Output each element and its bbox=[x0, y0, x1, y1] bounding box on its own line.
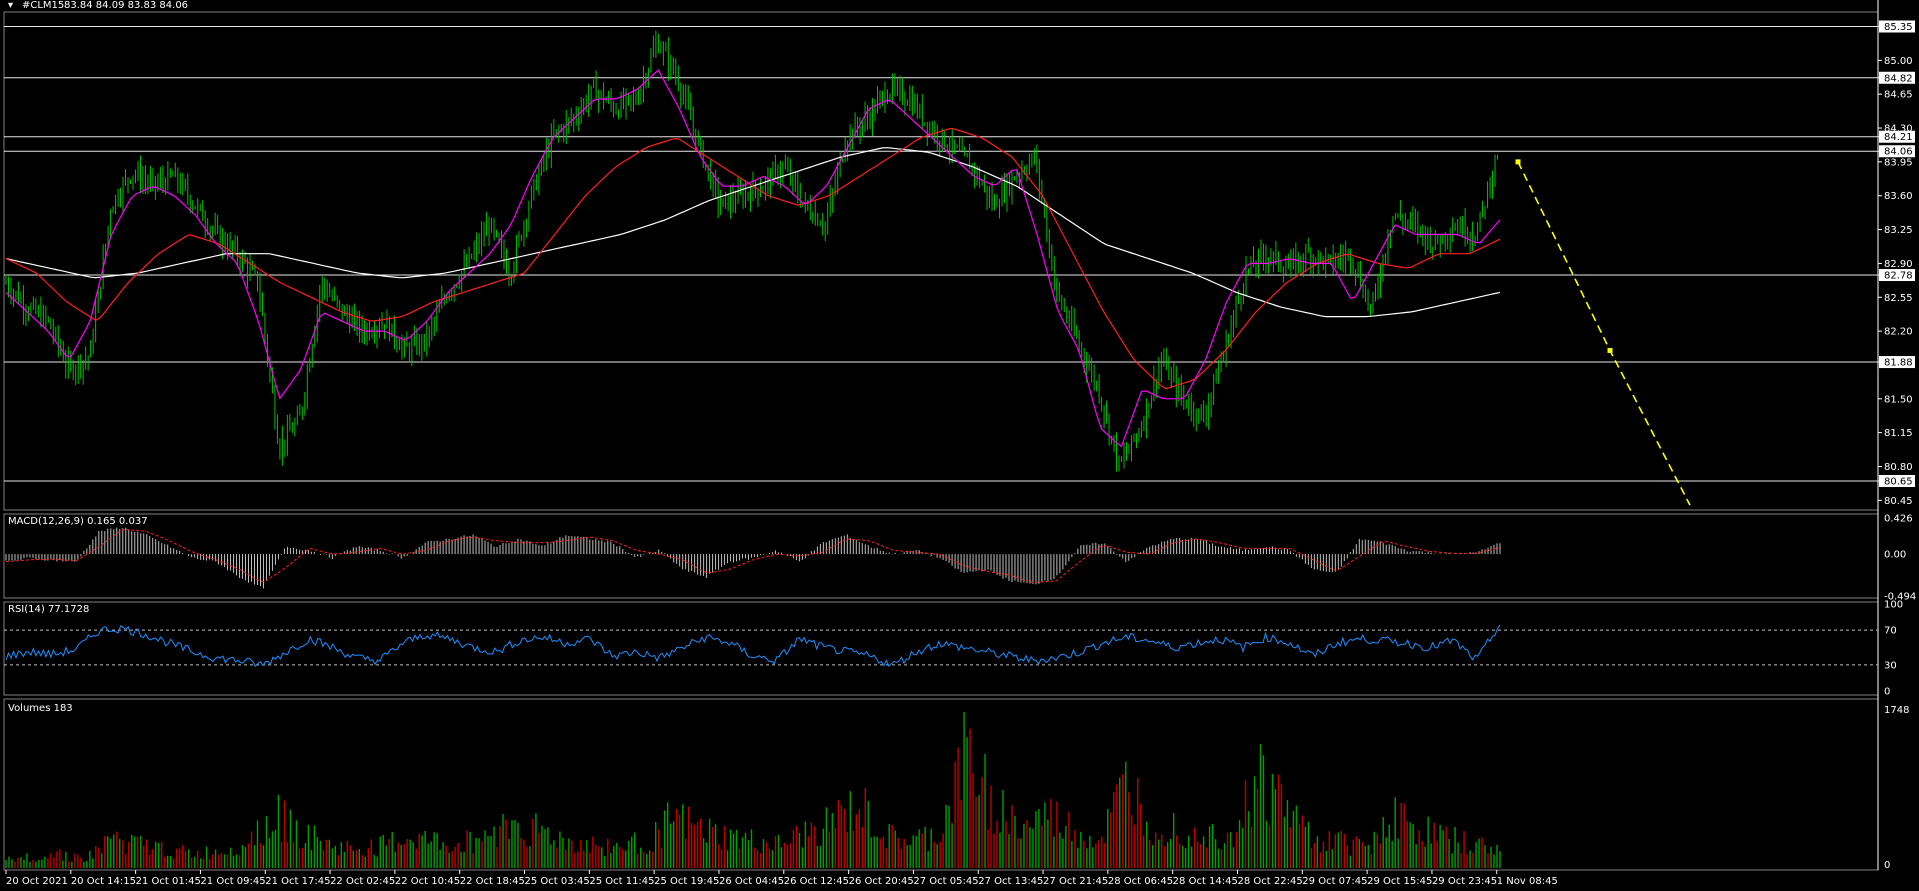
time-axis: 20 Oct 2021 20 Oct 14:15 21 Oct 01:45 21 Oc… bbox=[5, 870, 1558, 887]
rsi-tick-label-3: 0 bbox=[1884, 687, 1890, 698]
volume-tick-label-0: 1748 bbox=[1884, 705, 1909, 716]
price-tick-label-7: 83.95 bbox=[1884, 157, 1913, 168]
projection-line[interactable] bbox=[1515, 159, 1691, 506]
price-tick-label-15: 81.50 bbox=[1884, 394, 1913, 405]
rsi-tick-label-2: 30 bbox=[1884, 660, 1897, 671]
price-tick-label-4: 84.30 bbox=[1884, 124, 1913, 135]
time-tick-label-13: 26 Oct 20:45 bbox=[849, 876, 914, 887]
price-tick-label-5: 84.21 bbox=[1884, 132, 1913, 143]
time-tick-label-11: 26 Oct 04:45 bbox=[719, 876, 784, 887]
time-tick-label-20: 29 Oct 07:45 bbox=[1302, 876, 1367, 887]
time-tick-label-14: 27 Oct 05:45 bbox=[913, 876, 978, 887]
price-tick-label-13: 82.20 bbox=[1884, 327, 1913, 338]
time-tick-label-10: 25 Oct 19:45 bbox=[654, 876, 719, 887]
price-tick-label-0: 85.35 bbox=[1884, 22, 1913, 33]
macd-tick-label-1: 0.00 bbox=[1884, 550, 1906, 561]
time-tick-label-9: 25 Oct 11:45 bbox=[589, 876, 654, 887]
rsi-line bbox=[5, 624, 1501, 668]
time-tick-label-2: 21 Oct 01:45 bbox=[136, 876, 201, 887]
time-tick-label-3: 21 Oct 09:45 bbox=[200, 876, 265, 887]
price-tick-label-19: 80.45 bbox=[1884, 496, 1913, 507]
price-tick-label-1: 85.00 bbox=[1884, 56, 1913, 67]
price-label-box-6 bbox=[1879, 145, 1915, 158]
macd-axis: 0.426 0.00 -0.494 bbox=[1884, 514, 1916, 603]
time-tick-label-1: 20 Oct 14:15 bbox=[71, 876, 136, 887]
time-tick-label-15: 27 Oct 13:45 bbox=[978, 876, 1043, 887]
price-tick-label-9: 83.25 bbox=[1884, 225, 1913, 236]
ma-fast-line bbox=[5, 69, 1501, 448]
projection-point-0[interactable] bbox=[1515, 159, 1521, 165]
rsi-title: RSI(14) 77.1728 bbox=[8, 604, 89, 615]
time-tick-label-12: 26 Oct 12:45 bbox=[784, 876, 849, 887]
chart-symbol: #CLM15 bbox=[22, 0, 64, 11]
price-label-box-11 bbox=[1879, 269, 1915, 282]
price-tick-label-3: 84.65 bbox=[1884, 90, 1913, 101]
price-label-box-2 bbox=[1879, 71, 1915, 84]
projection-point-1[interactable] bbox=[1607, 347, 1613, 353]
horizontal-levels[interactable] bbox=[4, 26, 1878, 482]
price-tick-label-2: 84.82 bbox=[1884, 73, 1913, 84]
price-tick-label-11: 82.78 bbox=[1884, 271, 1913, 282]
time-tick-label-4: 21 Oct 17:45 bbox=[265, 876, 330, 887]
chart-header-triangle-icon[interactable]: ▾ bbox=[8, 0, 13, 11]
macd-signal-line bbox=[5, 528, 1501, 583]
price-tick-label-6: 84.06 bbox=[1884, 147, 1913, 158]
macd-tick-label-2: -0.494 bbox=[1884, 592, 1916, 603]
time-tick-label-18: 28 Oct 14:45 bbox=[1173, 876, 1238, 887]
price-tick-label-17: 80.80 bbox=[1884, 462, 1913, 473]
rsi-tick-label-0: 100 bbox=[1884, 600, 1903, 611]
macd-tick-label-0: 0.426 bbox=[1884, 514, 1913, 525]
price-label-box-18 bbox=[1879, 474, 1915, 487]
price-tick-label-18: 80.65 bbox=[1884, 476, 1913, 487]
price-tick-label-8: 83.60 bbox=[1884, 191, 1913, 202]
rsi-tick-label-1: 70 bbox=[1884, 626, 1897, 637]
time-tick-label-0: 20 Oct 2021 bbox=[6, 876, 68, 887]
time-tick-label-6: 22 Oct 10:45 bbox=[395, 876, 460, 887]
ma-mid-line bbox=[5, 127, 1501, 390]
volume-title: Volumes 183 bbox=[8, 703, 73, 714]
panel-frames bbox=[3, 0, 1879, 871]
time-tick-label-23: 1 Nov 08:45 bbox=[1497, 876, 1558, 887]
time-tick-label-21: 29 Oct 15:45 bbox=[1367, 876, 1432, 887]
volume-axis: 1748 0 bbox=[1884, 705, 1909, 871]
volume-tick-label-1: 0 bbox=[1884, 860, 1890, 871]
time-tick-label-17: 28 Oct 06:45 bbox=[1108, 876, 1173, 887]
time-tick-label-19: 28 Oct 22:45 bbox=[1237, 876, 1302, 887]
volume-bars bbox=[5, 712, 1501, 868]
macd-title: MACD(12,26,9) 0.165 0.037 bbox=[8, 516, 148, 527]
price-tick-label-14: 81.88 bbox=[1884, 358, 1913, 369]
time-tick-label-16: 27 Oct 21:45 bbox=[1043, 876, 1108, 887]
time-tick-label-22: 29 Oct 23:45 bbox=[1432, 876, 1497, 887]
chart-ohlc: 83.84 84.09 83.83 84.06 bbox=[64, 0, 188, 11]
rsi-axis: 100 70 30 0 bbox=[1884, 600, 1903, 698]
time-tick-label-7: 22 Oct 18:45 bbox=[460, 876, 525, 887]
price-tick-label-10: 82.90 bbox=[1884, 259, 1913, 270]
price-tick-label-12: 82.55 bbox=[1884, 293, 1913, 304]
price-label-box-5 bbox=[1879, 130, 1915, 143]
price-tick-label-16: 81.15 bbox=[1884, 428, 1913, 439]
time-tick-label-5: 22 Oct 02:45 bbox=[330, 876, 395, 887]
time-tick-label-8: 25 Oct 03:45 bbox=[525, 876, 590, 887]
price-label-box-0 bbox=[1879, 20, 1915, 33]
rsi-levels bbox=[4, 629, 1878, 666]
price-label-box-14 bbox=[1879, 356, 1915, 369]
